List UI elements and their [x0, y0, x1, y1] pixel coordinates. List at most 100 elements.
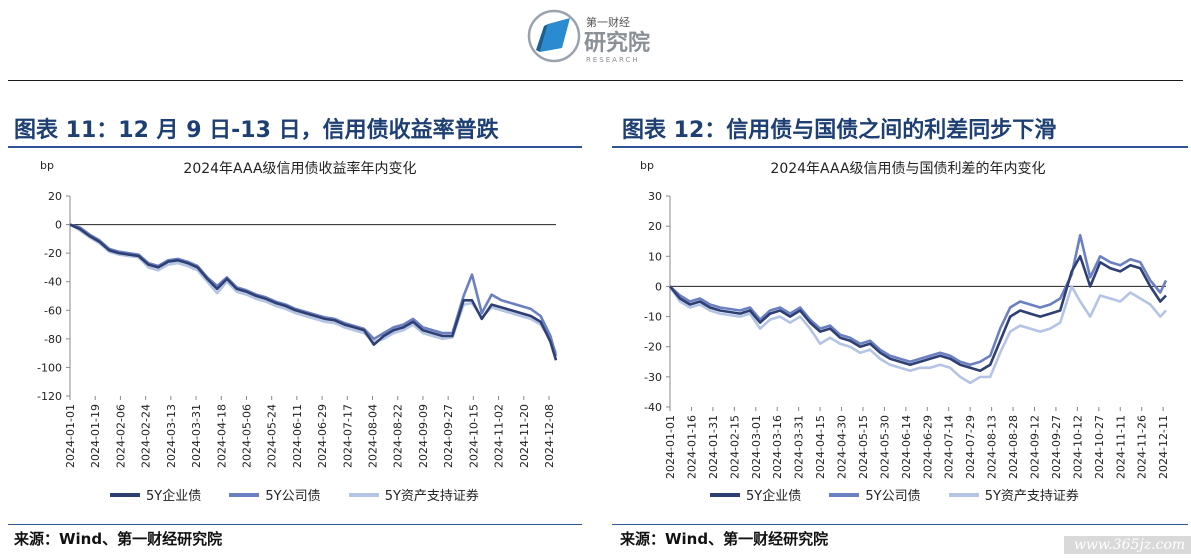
x-tick-label: 2024-09-27 [442, 404, 455, 468]
figure-title-right: 图表 12：信用债与国债之间的利差同步下滑 [622, 118, 1057, 143]
y-tick-label: -60 [44, 304, 62, 317]
legend-label: 5Y企业债 [146, 489, 202, 504]
x-tick-label: 2024-05-30 [878, 415, 891, 479]
legend-item: 5Y公司债 [829, 485, 921, 504]
x-tick-label: 2024-03-13 [165, 404, 178, 468]
y-tick-label: 20 [648, 220, 662, 233]
x-tick-label: 2024-11-20 [518, 404, 531, 468]
legend-item: 5Y资产支持证券 [348, 485, 479, 504]
x-tick-label: 2024-08-28 [1007, 415, 1020, 479]
series-line-2 [69, 223, 558, 357]
y-tick-label: 30 [648, 190, 662, 203]
legend-swatch [229, 492, 260, 497]
legend-label: 5Y公司债 [265, 489, 321, 504]
y-tick-label: -20 [644, 341, 662, 354]
figure-title-left: 图表 11：12 月 9 日-13 日，信用债收益率普跌 [14, 118, 499, 143]
x-tick-label: 2024-12-11 [1157, 415, 1170, 479]
x-tick-label: 2024-09-27 [1050, 415, 1063, 479]
x-tick-label: 2024-06-14 [900, 415, 913, 479]
x-tick-label: 2024-07-17 [341, 404, 354, 468]
legend-swatch [710, 492, 740, 497]
y-tick-label: -80 [44, 333, 62, 346]
y-tick-label: -10 [644, 311, 662, 324]
chart-yield: 2024年AAA级信用债收益率年内变化 bp 20 0 -20 -40 -60 -80 -100… [37, 159, 558, 468]
chart-title: 2024年AAA级信用债与国债利差的年内变化 [770, 161, 1045, 177]
x-tick-label: 2024-05-06 [240, 404, 253, 468]
legend-swatch [110, 492, 140, 497]
legend-left: 5Y企业债 5Y公司债 5Y资产支持证券 [110, 485, 503, 504]
footer-rule-right [612, 524, 1188, 525]
x-tick-label: 2024-01-01 [64, 404, 77, 468]
y-tick-label: 10 [648, 250, 662, 263]
series-line-3 [69, 223, 558, 354]
logo-sub: RESEARCH [586, 56, 640, 64]
header-rule [8, 80, 1183, 81]
x-tick-label: 2024-02-06 [114, 404, 127, 468]
logo-main: 研究院 [584, 30, 650, 56]
x-tick-label: 2024-06-29 [921, 415, 934, 479]
x-tick-label: 2024-01-16 [685, 415, 698, 479]
footer-rule-left [8, 524, 582, 525]
y-tick-label: -40 [44, 276, 62, 289]
x-tick-label: 2024-11-02 [493, 404, 506, 468]
y-tick-label: 20 [48, 190, 62, 203]
x-tick-label: 2024-05-24 [266, 404, 279, 468]
x-tick-label: 2024-04-18 [215, 404, 228, 468]
x-tick-label: 2024-01-19 [89, 404, 102, 468]
x-tick-label: 2024-08-22 [392, 404, 405, 468]
x-tick-label: 2024-12-08 [543, 404, 556, 468]
x-tick-label: 2024-02-15 [728, 415, 741, 479]
legend-item: 5Y企业债 [110, 485, 201, 504]
chart-spread: 2024年AAA级信用债与国债利差的年内变化 bp 30 20 10 0 -10 -20 -30… [640, 159, 1170, 479]
x-tick-label: 2024-08-04 [367, 404, 380, 468]
source-note-left: 来源：Wind、第一财经研究院 [14, 530, 223, 548]
x-tick-label: 2024-10-15 [467, 404, 480, 468]
title-rule-left [8, 146, 582, 148]
source-note-right: 来源：Wind、第一财经研究院 [620, 530, 829, 548]
y-tick-label: 0 [655, 280, 662, 293]
y-tick-label: -120 [37, 390, 62, 403]
x-tick-label: 2024-04-30 [836, 415, 849, 479]
logo-emblem: 第一财经 研究院 RESEARCH [527, 9, 650, 64]
series-line-1 [69, 223, 558, 361]
legend-label: 5Y公司债 [865, 489, 921, 504]
x-tick-label: 2024-04-15 [814, 415, 827, 479]
x-tick-label: 2024-10-12 [1071, 415, 1084, 479]
x-tick-label: 2024-01-31 [707, 415, 720, 479]
watermark: www.365jz.com [1064, 536, 1191, 554]
legend-swatch [348, 492, 379, 497]
x-tick-label: 2024-06-11 [291, 404, 304, 468]
title-rule-right [612, 146, 1188, 148]
legend-label: 5Y企业债 [746, 489, 802, 504]
y-tick-label: -20 [44, 247, 62, 260]
x-tick-label: 2024-06-29 [316, 404, 329, 468]
x-tick-label: 2024-03-31 [793, 415, 806, 479]
legend-swatch [829, 492, 860, 497]
legend-label: 5Y资产支持证券 [384, 489, 479, 504]
research-logo: 第一财经 研究院 RESEARCH [520, 6, 680, 66]
x-tick-label: 2024-11-11 [1114, 415, 1127, 479]
logo-name: 第一财经 [586, 15, 630, 29]
legend-swatch [948, 492, 979, 497]
x-tick-label: 2024-01-01 [664, 415, 677, 479]
series-line-2 [669, 233, 1168, 367]
x-tick-label: 2024-10-27 [1093, 415, 1106, 479]
y-tick-label: -100 [37, 361, 62, 374]
legend-item: 5Y企业债 [710, 485, 801, 504]
y-tick-label: -30 [644, 371, 662, 384]
y-axis-unit-label: bp [640, 159, 654, 172]
chart-title: 2024年AAA级信用债收益率年内变化 [183, 160, 416, 177]
x-tick-label: 2024-03-16 [771, 415, 784, 479]
x-tick-label: 2024-05-15 [857, 415, 870, 479]
x-tick-label: 2024-02-24 [140, 404, 153, 468]
series-line-1 [668, 255, 1167, 373]
x-tick-label: 2024-11-26 [1136, 415, 1149, 479]
x-tick-label: 2024-03-01 [750, 415, 763, 479]
y-tick-label: 0 [55, 219, 62, 232]
x-tick-label: 2024-09-09 [417, 404, 430, 468]
y-tick-label: -40 [644, 401, 662, 414]
y-axis-unit-label: bp [40, 159, 54, 172]
legend-item: 5Y公司债 [229, 485, 321, 504]
legend-right: 5Y企业债 5Y公司债 5Y资产支持证券 [710, 485, 1103, 504]
series-line-3 [668, 285, 1167, 385]
